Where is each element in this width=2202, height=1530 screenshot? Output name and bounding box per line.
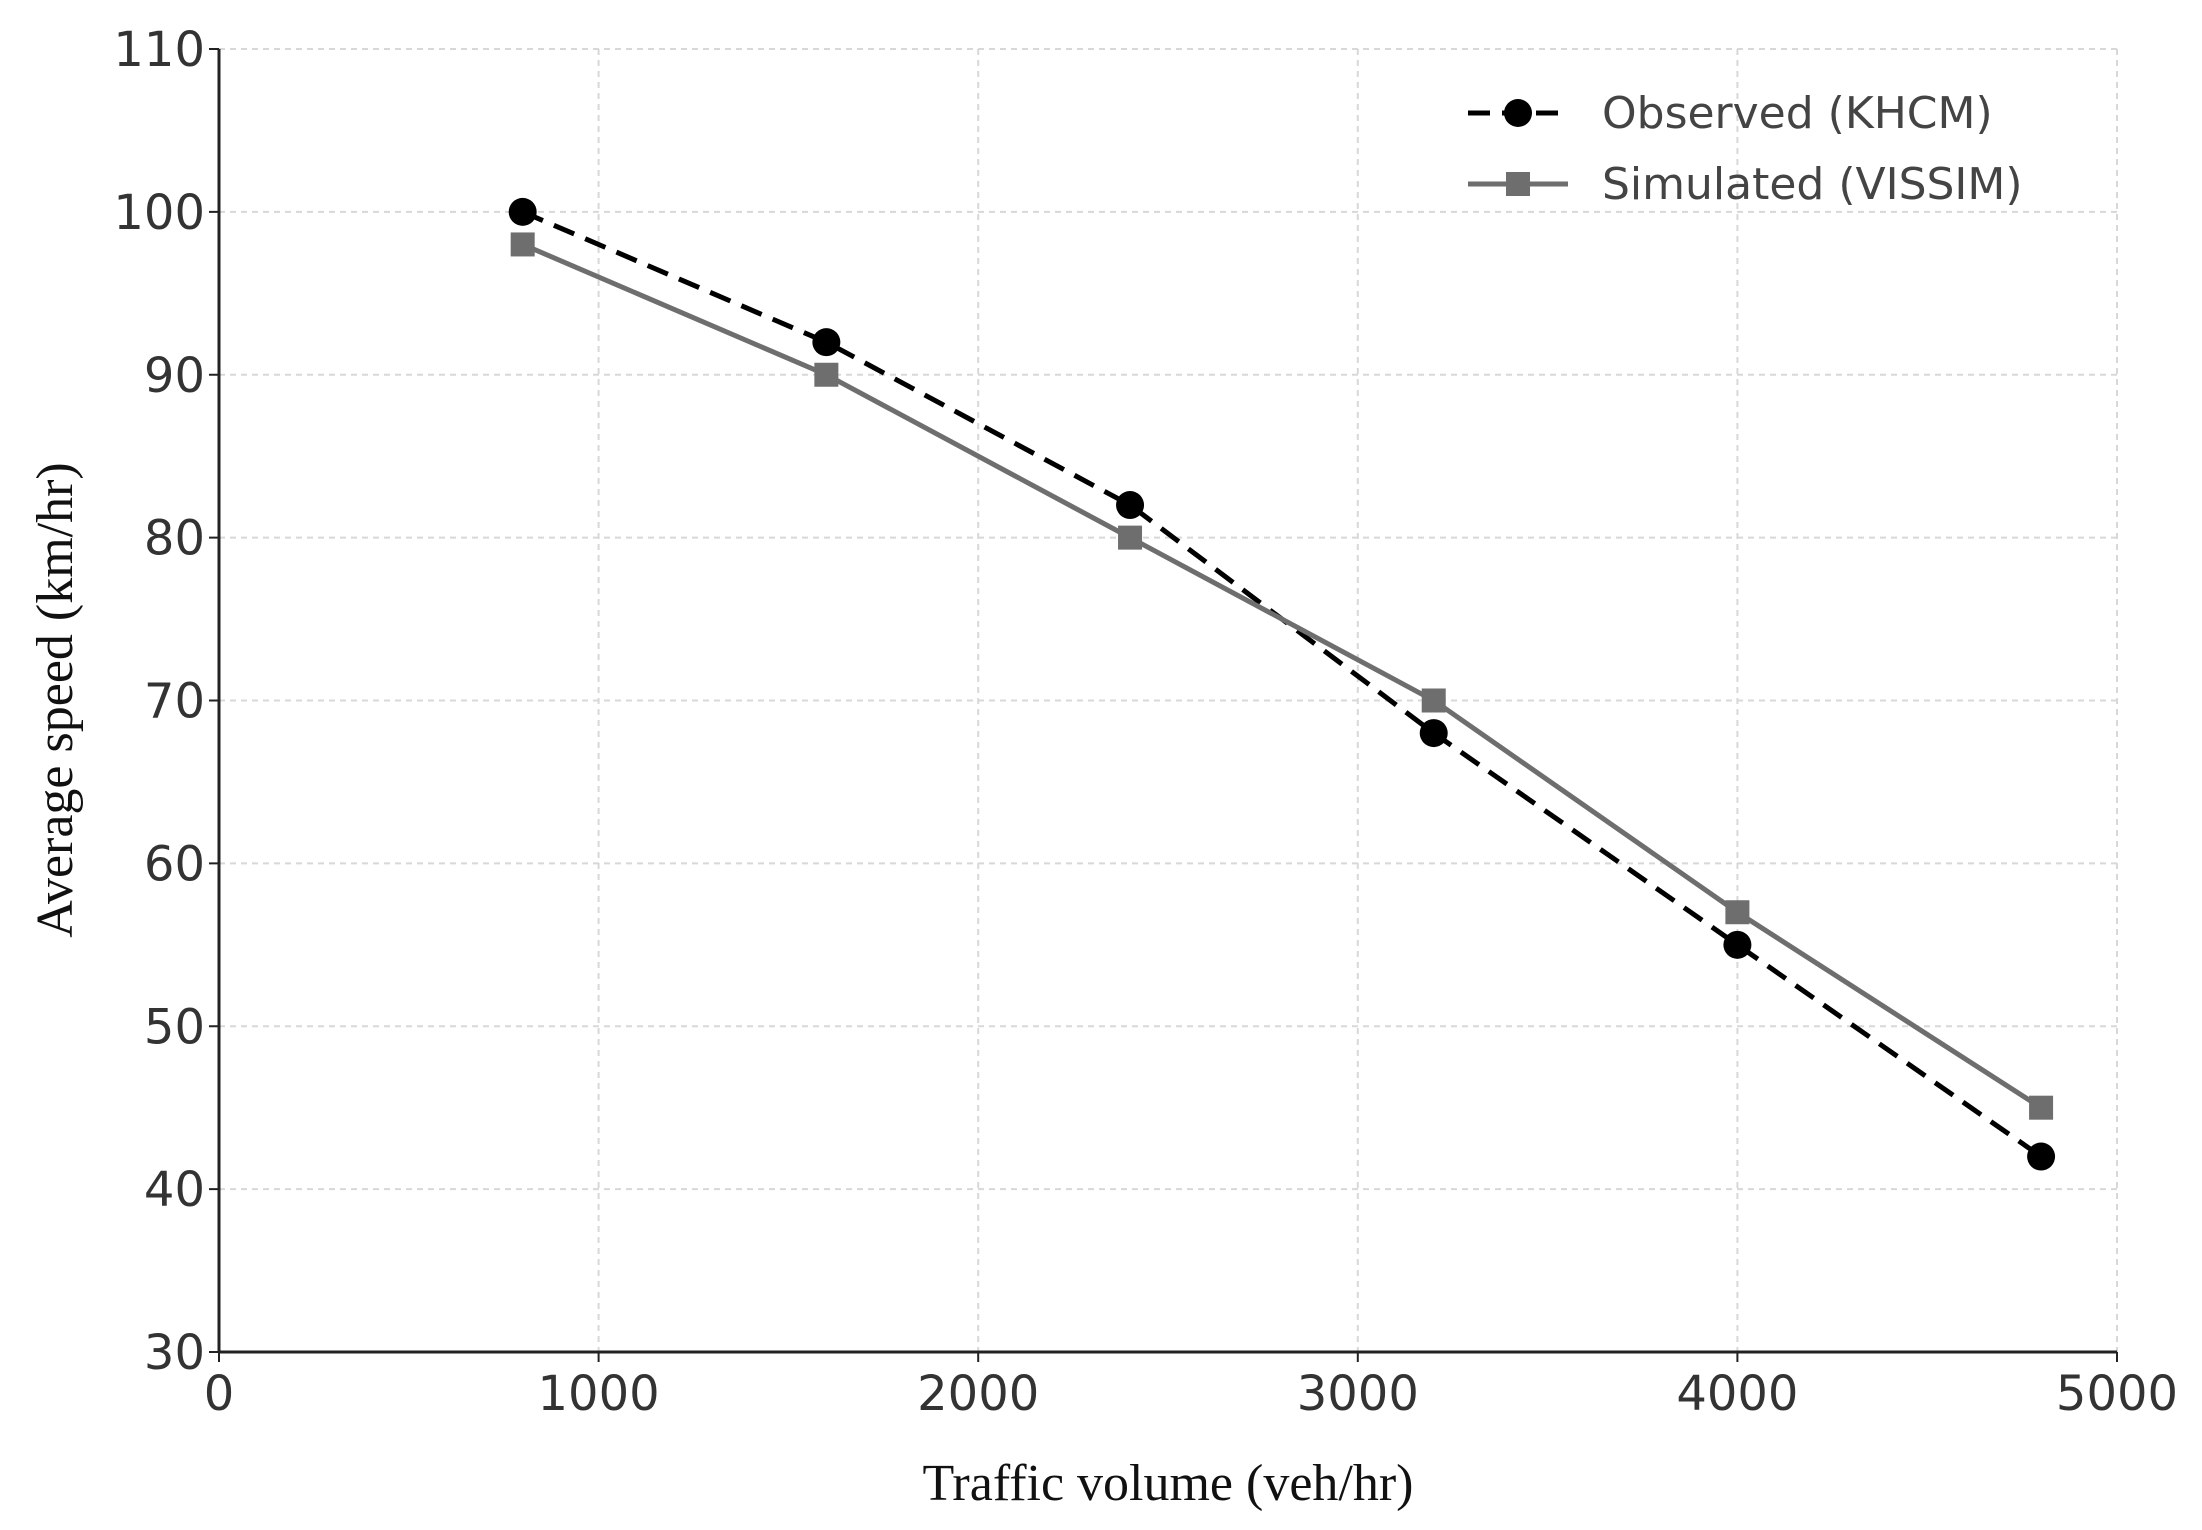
data-point xyxy=(2027,1142,2056,1171)
y-tick-label: 80 xyxy=(144,511,205,567)
y-tick-label: 100 xyxy=(113,185,205,241)
series-line xyxy=(521,209,2043,1159)
y-tick-label: 50 xyxy=(144,999,205,1055)
y-tick-label: 30 xyxy=(144,1325,205,1381)
y-tick-label: 90 xyxy=(144,348,205,404)
x-tick-label: 1000 xyxy=(538,1366,660,1422)
data-point xyxy=(510,232,535,257)
series-line xyxy=(521,242,2043,1110)
x-tick-label: 5000 xyxy=(2056,1366,2178,1422)
y-tick-label: 110 xyxy=(113,22,205,78)
x-tick-label: 2000 xyxy=(917,1366,1039,1422)
data-point xyxy=(508,197,537,226)
data-point xyxy=(1421,688,1446,713)
x-tick-label: 3000 xyxy=(1297,1366,1419,1422)
legend-marker xyxy=(1506,172,1530,196)
y-tick-label: 60 xyxy=(144,836,205,892)
y-tick-label: 70 xyxy=(144,674,205,730)
data-point xyxy=(1118,525,1143,550)
data-point xyxy=(1116,491,1145,520)
data-point xyxy=(1723,930,1752,959)
data-point xyxy=(2029,1095,2054,1120)
x-tick-label: 4000 xyxy=(1676,1366,1798,1422)
legend-label: Simulated (VISSIM) xyxy=(1602,159,2023,210)
data-point xyxy=(1419,719,1448,748)
y-axis-label: Average speed (km/hr) xyxy=(27,462,84,938)
x-axis-label: Traffic volume (veh/hr) xyxy=(922,1455,1413,1512)
legend-label: Observed (KHCM) xyxy=(1602,88,1993,139)
legend-marker xyxy=(1504,99,1532,127)
data-point xyxy=(812,328,841,357)
data-point xyxy=(1725,900,1750,925)
y-tick-label: 40 xyxy=(144,1162,205,1218)
data-point xyxy=(814,362,839,387)
x-tick-label: 0 xyxy=(204,1366,235,1422)
